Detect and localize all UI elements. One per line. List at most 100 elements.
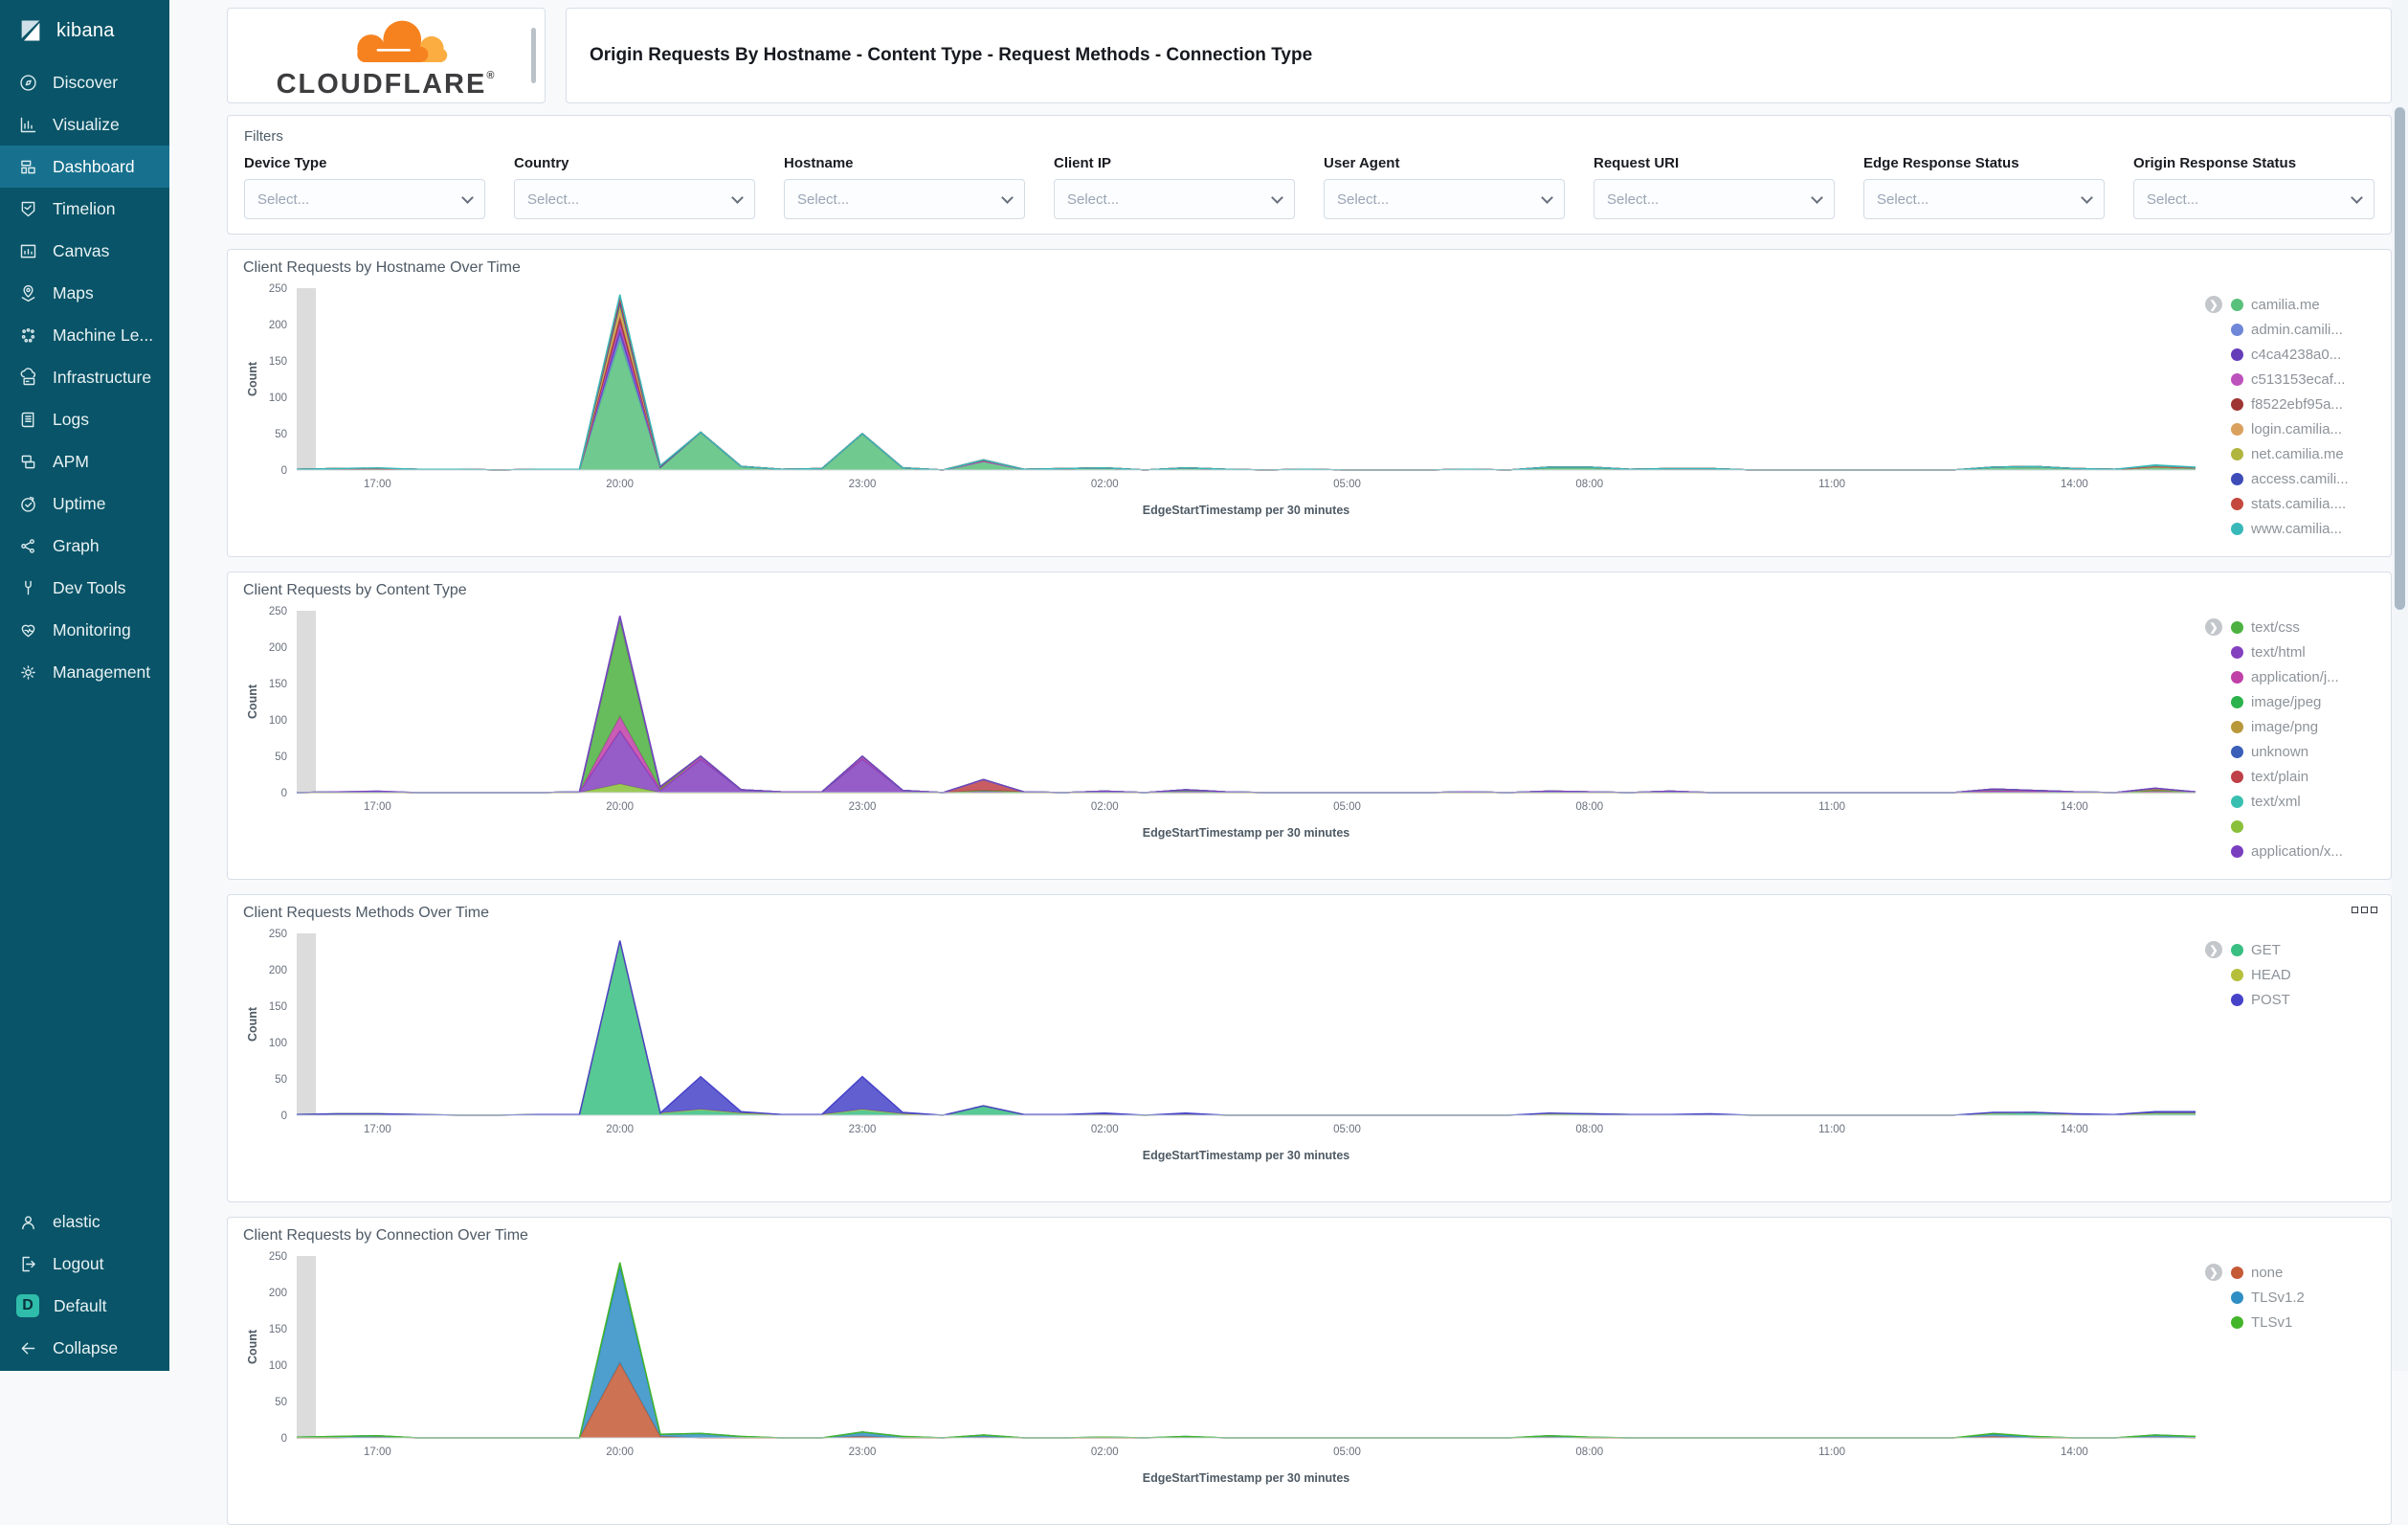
legend-label: camilia.me xyxy=(2251,297,2320,313)
filter-select-request-uri[interactable]: Select... xyxy=(1594,179,1835,219)
legend-item[interactable]: application/x... xyxy=(2205,839,2375,863)
sidebar-item-maps[interactable]: Maps xyxy=(0,272,169,314)
sidebar-item-apm[interactable]: APM xyxy=(0,440,169,482)
x-tick-label: 02:00 xyxy=(1091,801,1119,813)
filter-select-client-ip[interactable]: Select... xyxy=(1054,179,1295,219)
sidebar-item-dev-tools[interactable]: Dev Tools xyxy=(0,567,169,609)
legend-toggle-icon[interactable]: ❯ xyxy=(2205,941,2222,958)
legend-toggle-icon[interactable]: ❯ xyxy=(2205,1264,2222,1281)
panel-options-icon[interactable] xyxy=(2352,907,2377,913)
chart-legend: ❯ none TLSv1.2 TLSv1 xyxy=(2205,1248,2375,1490)
logs-icon xyxy=(18,410,38,430)
sidebar-item-graph[interactable]: Graph xyxy=(0,525,169,567)
legend-label: text/plain xyxy=(2251,769,2308,785)
legend-item[interactable]: text/xml xyxy=(2205,789,2375,814)
x-tick-label: 02:00 xyxy=(1091,1447,1119,1458)
legend-label: c4ca4238a0... xyxy=(2251,347,2341,363)
partial-bucket-band xyxy=(297,1256,316,1438)
legend-item[interactable]: text/plain xyxy=(2205,764,2375,789)
kibana-brand[interactable]: kibana xyxy=(0,0,169,61)
legend-item[interactable]: stats.camilia.... xyxy=(2205,491,2375,516)
sidebar-item-elastic[interactable]: elastic xyxy=(0,1200,169,1243)
page-scrollbar-thumb[interactable] xyxy=(2395,107,2405,610)
sidebar-item-timelion[interactable]: Timelion xyxy=(0,188,169,230)
legend-item[interactable]: application/j... xyxy=(2205,664,2375,689)
filter-select-country[interactable]: Select... xyxy=(514,179,755,219)
default-space-badge: D xyxy=(16,1294,39,1317)
sidebar-item-logs[interactable]: Logs xyxy=(0,398,169,440)
sidebar-item-machine-le[interactable]: Machine Le... xyxy=(0,314,169,356)
legend-item[interactable]: image/png xyxy=(2205,714,2375,739)
legend-item[interactable]: text/html xyxy=(2205,639,2375,664)
legend-toggle-icon[interactable]: ❯ xyxy=(2205,296,2222,313)
page-scrollbar[interactable] xyxy=(2392,0,2408,1371)
legend-item[interactable]: HEAD xyxy=(2205,962,2375,987)
sidebar-item-dashboard[interactable]: Dashboard xyxy=(0,146,169,188)
filter-select-device-type[interactable]: Select... xyxy=(244,179,485,219)
area-series-outline xyxy=(297,302,2196,470)
legend-label: none xyxy=(2251,1265,2283,1281)
legend-item[interactable]: text/css xyxy=(2205,615,2375,639)
legend-item[interactable]: POST xyxy=(2205,987,2375,1012)
filter-select-origin-response-status[interactable]: Select... xyxy=(2133,179,2375,219)
legend-item[interactable]: c4ca4238a0... xyxy=(2205,342,2375,367)
legend-item[interactable]: GET xyxy=(2205,937,2375,962)
x-tick-label: 14:00 xyxy=(2061,801,2088,813)
legend-item[interactable]: admin.camili... xyxy=(2205,317,2375,342)
y-tick-label: 0 xyxy=(281,1110,287,1122)
chart-title: Client Requests by Content Type xyxy=(243,582,2375,599)
chart-title: Client Requests Methods Over Time xyxy=(243,905,2375,922)
logout-icon xyxy=(18,1254,38,1274)
legend-item[interactable] xyxy=(2205,814,2375,839)
legend-item[interactable]: image/jpeg xyxy=(2205,689,2375,714)
area-series-outline xyxy=(297,299,2196,470)
legend-item[interactable]: TLSv1 xyxy=(2205,1310,2375,1334)
y-tick-label: 50 xyxy=(275,1074,287,1086)
filters-panel-label: Filters xyxy=(244,128,2375,145)
legend-item[interactable]: login.camilia... xyxy=(2205,416,2375,441)
filter-label: User Agent xyxy=(1324,155,1565,171)
legend-item[interactable]: none xyxy=(2205,1260,2375,1285)
filter-select-user-agent[interactable]: Select... xyxy=(1324,179,1565,219)
x-tick-label: 23:00 xyxy=(849,479,877,490)
legend-label: TLSv1.2 xyxy=(2251,1290,2305,1306)
area-series xyxy=(297,335,2196,470)
sidebar-item-logout[interactable]: Logout xyxy=(0,1243,169,1285)
sidebar-item-management[interactable]: Management xyxy=(0,651,169,693)
sidebar-item-infrastructure[interactable]: Infrastructure xyxy=(0,356,169,398)
y-tick-label: 150 xyxy=(269,679,287,690)
sidebar-item-collapse[interactable]: Collapse xyxy=(0,1327,169,1369)
collapse-arrow-icon xyxy=(18,1338,38,1358)
sidebar-item-visualize[interactable]: Visualize xyxy=(0,103,169,146)
sidebar-item-uptime[interactable]: Uptime xyxy=(0,482,169,525)
chevron-down-icon xyxy=(1541,191,1553,204)
legend-item[interactable]: net.camilia.me xyxy=(2205,441,2375,466)
x-axis-title: EdgeStartTimestamp per 30 minutes xyxy=(1143,504,1350,517)
legend-color-dot xyxy=(2231,373,2243,386)
legend-item[interactable]: c513153ecaf... xyxy=(2205,367,2375,392)
legend-item[interactable]: unknown xyxy=(2205,739,2375,764)
legend-item[interactable]: access.camili... xyxy=(2205,466,2375,491)
area-series-outline xyxy=(297,618,2196,793)
area-series-outline xyxy=(297,617,2196,793)
sidebar-item-label: Machine Le... xyxy=(53,325,153,346)
filter-select-edge-response-status[interactable]: Select... xyxy=(1863,179,2105,219)
sidebar-item-monitoring[interactable]: Monitoring xyxy=(0,609,169,651)
legend-item[interactable]: TLSv1.2 xyxy=(2205,1285,2375,1310)
sidebar-item-discover[interactable]: Discover xyxy=(0,61,169,103)
legend-item[interactable]: camilia.me xyxy=(2205,292,2375,317)
sidebar-item-canvas[interactable]: Canvas xyxy=(0,230,169,272)
legend-item[interactable]: www.camilia... xyxy=(2205,516,2375,541)
area-series-outline xyxy=(297,618,2196,793)
legend-toggle-icon[interactable]: ❯ xyxy=(2205,618,2222,636)
legend-item[interactable]: f8522ebf95a... xyxy=(2205,392,2375,416)
chevron-down-icon xyxy=(1811,191,1823,204)
sidebar-item-label: Dashboard xyxy=(53,157,135,177)
filter-select-hostname[interactable]: Select... xyxy=(784,179,1025,219)
logo-panel-scrollbar[interactable] xyxy=(531,28,536,83)
sidebar-item-label: Graph xyxy=(53,536,100,556)
